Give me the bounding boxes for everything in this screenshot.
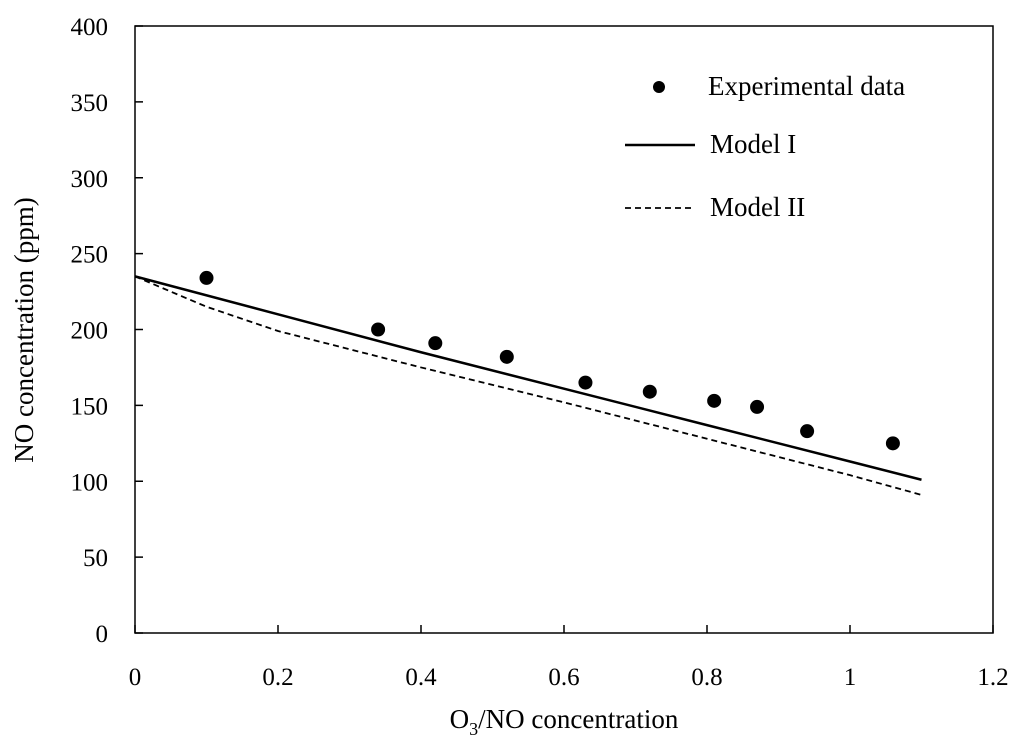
experimental-data-point <box>371 322 386 337</box>
y-tick-label: 0 <box>96 621 109 648</box>
legend-marker-experimental <box>653 81 665 93</box>
x-tick-label: 1.2 <box>977 664 1008 691</box>
experimental-data-point <box>800 424 815 439</box>
experimental-data-point <box>707 393 722 408</box>
legend-label-model-1: Model I <box>710 129 796 159</box>
x-axis-label-rest: /NO concentration <box>478 704 679 734</box>
x-axis-ticks: 0 0.2 0.4 0.6 0.8 1 1.2 <box>129 625 1009 691</box>
experimental-data-point <box>499 349 514 364</box>
model-1-line <box>134 275 922 481</box>
experimental-data-point <box>428 336 443 351</box>
legend: Experimental data Model I Model II <box>625 71 905 222</box>
x-axis-label: O3/NO concentration <box>450 704 679 739</box>
y-axis-ticks: 0 50 100 150 200 250 300 350 400 <box>71 14 143 648</box>
x-tick-label: 0.6 <box>548 664 579 691</box>
experimental-data-point <box>750 399 765 414</box>
model-2-line <box>134 275 922 496</box>
y-axis-label: NO concentration (ppm) <box>9 197 39 462</box>
plot-area-frame <box>134 25 994 634</box>
experimental-data-point <box>885 436 900 451</box>
x-tick-label: 0.8 <box>691 664 722 691</box>
experimental-data-point <box>199 270 214 285</box>
x-tick-label: 0.4 <box>405 664 437 691</box>
y-tick-label: 350 <box>71 90 109 117</box>
x-tick-label: 1 <box>844 664 857 691</box>
legend-label-experimental: Experimental data <box>708 71 905 101</box>
y-tick-label: 100 <box>71 469 109 496</box>
y-tick-label: 400 <box>71 14 109 41</box>
experimental-data-point <box>578 375 593 390</box>
series-lines <box>134 275 922 496</box>
experimental-data-point <box>642 384 657 399</box>
y-tick-label: 50 <box>83 545 108 572</box>
y-tick-label: 250 <box>71 242 109 269</box>
legend-label-model-2: Model II <box>710 192 805 222</box>
y-tick-label: 300 <box>71 166 109 193</box>
y-tick-label: 150 <box>71 393 109 420</box>
x-tick-label: 0.2 <box>262 664 293 691</box>
x-axis-label-main: O <box>450 704 470 734</box>
series-points <box>199 270 900 451</box>
x-tick-label: 0 <box>129 664 142 691</box>
x-axis-label-subscript: 3 <box>469 719 478 739</box>
y-tick-label: 200 <box>71 318 109 345</box>
